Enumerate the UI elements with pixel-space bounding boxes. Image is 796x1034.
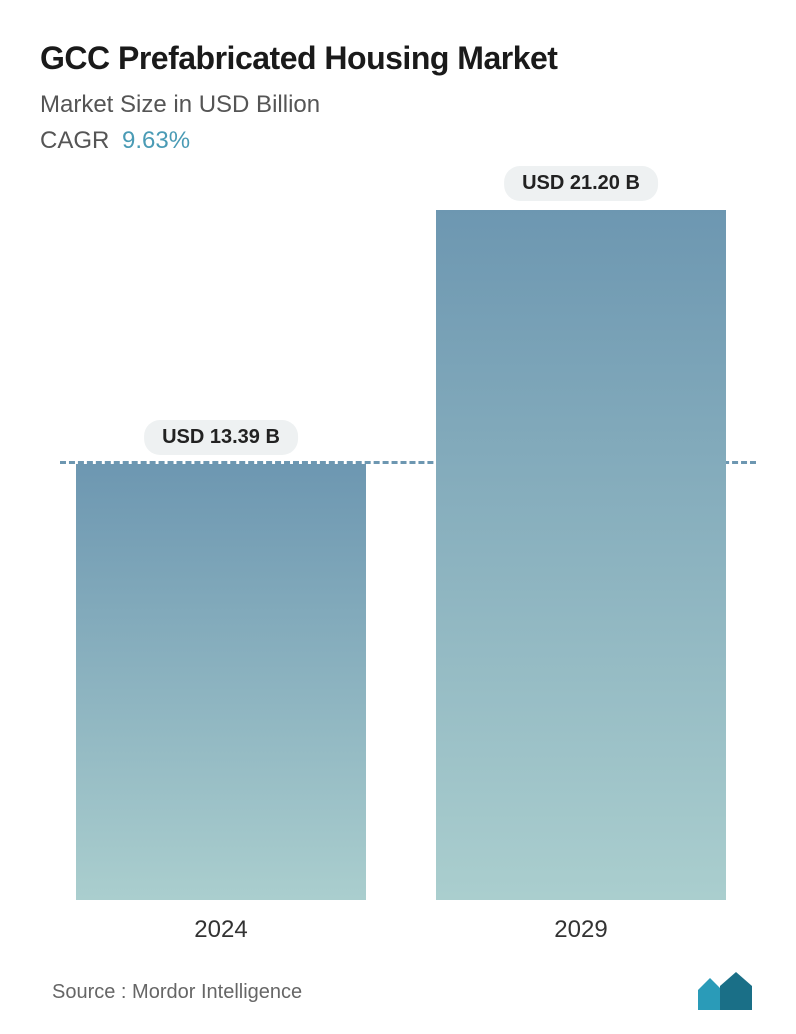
bar-2024: USD 13.39 B2024 (76, 464, 366, 900)
cagr-line: CAGR 9.63% (40, 127, 756, 155)
source-footer: Source : Mordor Intelligence (52, 981, 302, 1004)
value-label-2024: USD 13.39 B (144, 420, 298, 455)
cagr-value: 9.63% (122, 127, 190, 154)
value-label-2029: USD 21.20 B (504, 166, 658, 201)
source-label: Source : (52, 981, 126, 1003)
chart-area: USD 13.39 B2024USD 21.20 B2029 (60, 210, 756, 900)
x-label-2024: 2024 (194, 916, 247, 944)
brand-logo-icon (696, 972, 756, 1012)
chart-title: GCC Prefabricated Housing Market (40, 40, 756, 77)
x-label-2029: 2029 (554, 916, 607, 944)
chart-subtitle: Market Size in USD Billion (40, 91, 756, 119)
bar-2029: USD 21.20 B2029 (436, 210, 726, 900)
cagr-label: CAGR (40, 127, 109, 154)
source-name: Mordor Intelligence (132, 981, 302, 1003)
